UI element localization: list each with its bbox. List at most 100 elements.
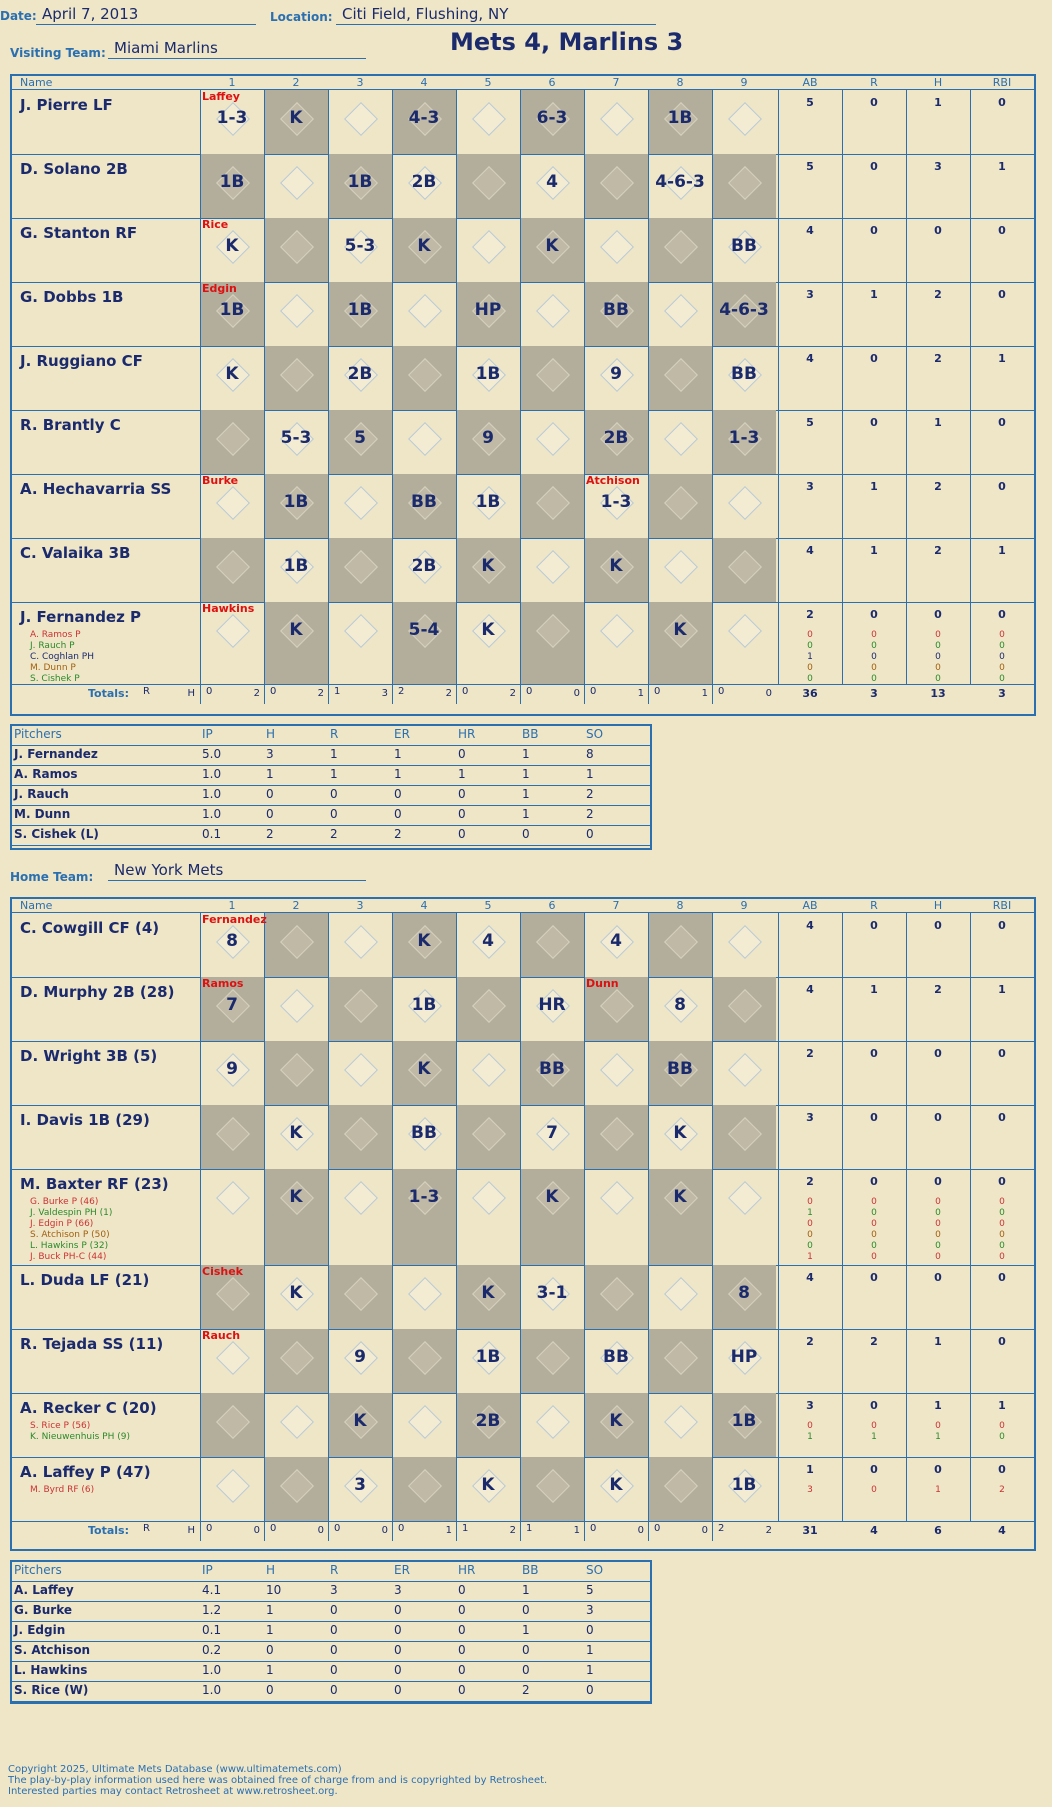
base-diamond	[536, 614, 570, 648]
inning-cell: 2B	[392, 538, 456, 602]
base-diamond	[408, 1469, 442, 1503]
inning-cell: 8	[200, 913, 264, 977]
substitute-name: K. Nieuwenhuis PH (9)	[30, 1432, 130, 1442]
stat-ab: 3	[806, 1111, 814, 1124]
total-rbi: 3	[998, 687, 1006, 700]
play-result: K	[673, 1187, 687, 1207]
batter-row: G. Stanton RF K 5-3 K K BB Rice 4 0 0 0	[12, 218, 1034, 283]
stat-h: 3	[934, 160, 942, 173]
grid-line	[392, 90, 393, 154]
base-diamond	[728, 486, 762, 520]
pitcher-stat: 0	[522, 1603, 530, 1617]
inning-header-7: 7	[612, 76, 620, 89]
inning-cell	[200, 474, 264, 538]
inning-runs: 1	[526, 1523, 533, 1534]
play-result: 1-3	[216, 108, 248, 128]
pitcher-stat: 0	[266, 787, 274, 801]
grid-line	[970, 1105, 971, 1169]
inning-cell	[456, 1169, 520, 1265]
stat-ab: 4	[806, 983, 814, 996]
grid-line	[712, 1041, 713, 1105]
pitcher-name: G. Burke	[14, 1603, 72, 1617]
substitute-stat: 0	[807, 674, 813, 684]
grid-line	[970, 1265, 971, 1329]
grid-line	[778, 977, 779, 1041]
inning-cell	[264, 1329, 328, 1393]
inning-cell	[328, 1041, 392, 1105]
visiting-team-label: Visiting Team:	[10, 46, 106, 60]
inning-cell	[328, 913, 392, 977]
inning-cell: 9	[584, 346, 648, 410]
pitcher-stat: 0	[458, 1583, 466, 1597]
substitute-stat: 0	[999, 1230, 1005, 1240]
pitcher-stat: 0	[330, 1603, 338, 1617]
grid-line	[392, 218, 393, 282]
base-diamond	[664, 1341, 698, 1375]
grid-line	[392, 977, 393, 1041]
pitcher-stat: 1	[586, 1663, 594, 1677]
base-diamond	[536, 925, 570, 959]
inning-cell	[392, 1329, 456, 1393]
inning-cell	[520, 474, 584, 538]
play-result: 1B	[219, 172, 245, 192]
inning-cell: 1B	[328, 154, 392, 218]
inning-cell	[200, 1169, 264, 1265]
pitcher-stat: 1	[522, 767, 530, 781]
play-result: 5	[354, 428, 366, 448]
substitute-stat: 0	[871, 1485, 877, 1495]
inning-cell: 1B	[328, 282, 392, 346]
inning-cell: 8	[712, 1265, 776, 1329]
grid-line	[328, 1393, 329, 1457]
substitute-stats: 2	[970, 1485, 1034, 1496]
base-diamond	[280, 1405, 314, 1439]
grid-line	[392, 1041, 393, 1105]
inning-cell: BB	[712, 218, 776, 282]
inning-cell: K	[456, 602, 520, 684]
inning-header-5: 5	[484, 76, 492, 89]
stat-h: 0	[934, 608, 942, 621]
grid-line	[842, 538, 843, 602]
total-h: 6	[934, 1524, 942, 1537]
inning-cell	[200, 538, 264, 602]
grid-line	[970, 1393, 971, 1457]
stat-r: 0	[870, 1271, 878, 1284]
grid-line	[328, 1105, 329, 1169]
inning-cell: K	[456, 1265, 520, 1329]
stat-header-r: R	[870, 76, 878, 89]
inning-cell	[392, 346, 456, 410]
base-diamond	[280, 925, 314, 959]
grid-line	[264, 1329, 265, 1393]
grid-line	[456, 977, 457, 1041]
base-diamond	[664, 358, 698, 392]
play-result: 4-3	[408, 108, 440, 128]
stat-ab: 1	[806, 1463, 814, 1476]
pitcher-stat: 1	[330, 747, 338, 761]
inning-header-2: 2	[292, 76, 300, 89]
base-diamond	[344, 925, 378, 959]
inning-cell	[584, 218, 648, 282]
stat-ab: 3	[806, 288, 814, 301]
pitcher-change-note: Hawkins	[202, 602, 255, 615]
pitcher-stat: 5	[586, 1583, 594, 1597]
inning-cell	[520, 602, 584, 684]
inning-cell	[648, 1329, 712, 1393]
inning-cell	[200, 1105, 264, 1169]
inning-cell	[584, 154, 648, 218]
pitcher-stat: 0	[458, 827, 466, 841]
inning-cell: 9	[456, 410, 520, 474]
grid-line	[778, 538, 779, 602]
hits-key: H	[187, 1525, 195, 1536]
stat-r: 0	[870, 160, 878, 173]
grid-line	[906, 1457, 907, 1521]
grid-line	[264, 977, 265, 1041]
inning-cell	[520, 1457, 584, 1521]
stat-rbi: 0	[998, 1111, 1006, 1124]
stat-ab: 4	[806, 352, 814, 365]
substitute-name: J. Edgin P (66)	[30, 1219, 94, 1229]
inning-cell: 1B	[456, 474, 520, 538]
